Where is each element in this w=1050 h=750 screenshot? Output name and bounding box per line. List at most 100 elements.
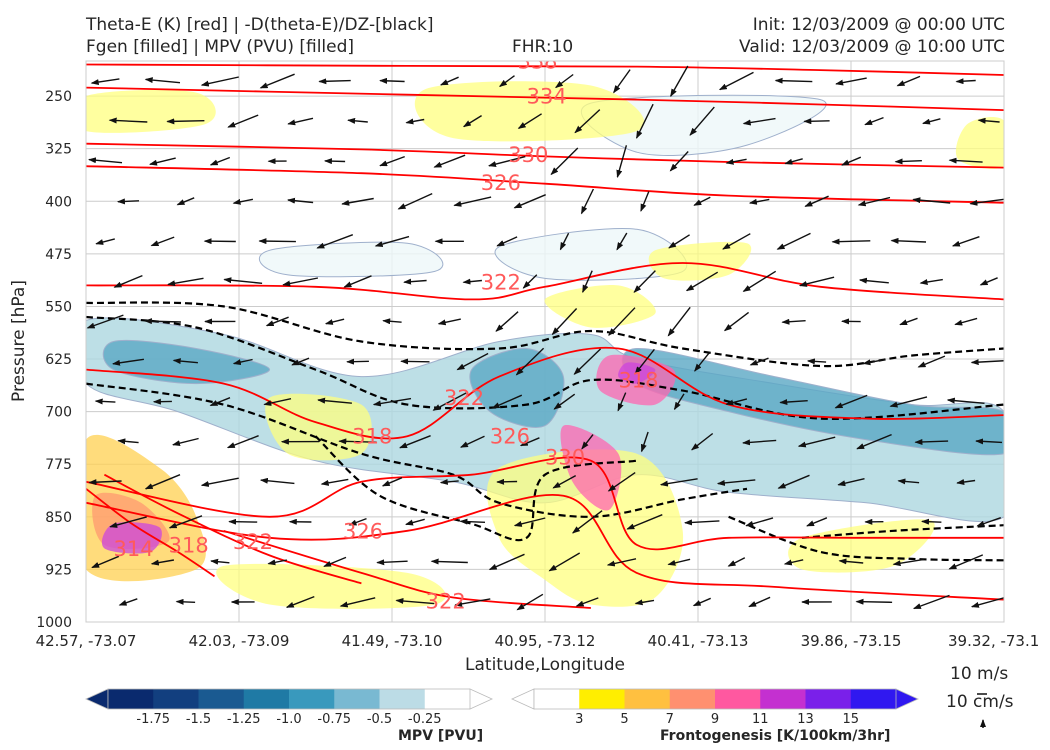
colorbar-tick-label: -1.0 — [276, 712, 302, 727]
wind-arrow — [837, 478, 865, 487]
wind-arrow — [742, 270, 777, 292]
wind-arrow — [862, 358, 886, 366]
wind-arrow — [516, 593, 544, 611]
wind-arrow — [150, 236, 175, 247]
wind-arrow — [856, 433, 892, 450]
wind-arrow — [515, 347, 545, 376]
wind-arrow — [784, 158, 803, 165]
colorbar-swatch — [579, 689, 625, 709]
wind-arrow — [228, 518, 258, 525]
colorbar-tick-label: 7 — [665, 712, 674, 727]
wind-arrow — [955, 78, 976, 85]
wind-arrow — [91, 555, 120, 569]
wind-arrow — [970, 359, 1004, 366]
y-tick-label: 325 — [45, 142, 72, 158]
wind-arrow — [694, 351, 711, 372]
wind-arrow — [722, 233, 751, 250]
wind-arrow — [109, 516, 147, 528]
wind-arrow — [258, 238, 296, 245]
colorbar-tick-label: 5 — [620, 712, 629, 727]
wind-arrow — [379, 77, 405, 84]
y-tick-label: 700 — [45, 405, 72, 421]
colorbar-swatch — [715, 689, 761, 709]
wind-arrow — [210, 558, 230, 565]
colorbar-swatch — [669, 689, 716, 709]
wind-arrow — [921, 518, 942, 525]
theta-e-contour — [86, 456, 1004, 551]
wind-arrow — [381, 477, 403, 487]
contour-label: 318 — [618, 369, 658, 393]
x-tick-label: 39.32, -73.1 — [948, 632, 1039, 650]
wind-arrow — [454, 598, 491, 607]
wind-arrow — [613, 69, 631, 94]
x-tick-label: 41.49, -73.10 — [342, 632, 443, 650]
wind-arrow — [372, 397, 412, 407]
wind-arrow — [727, 557, 746, 567]
init-time: Init: 12/03/2009 @ 00:00 UTC — [752, 15, 1005, 35]
x-axis-label: Latitude,Longitude — [465, 655, 625, 675]
y-tick-label: 550 — [45, 299, 72, 315]
wind-arrow — [668, 234, 690, 249]
colorbar-swatch — [534, 689, 580, 709]
wind-arrow — [897, 478, 920, 485]
wind-arrow — [223, 277, 263, 284]
theta-e-contour — [86, 346, 1004, 440]
wind-arrow — [979, 277, 998, 286]
wind-arrow — [348, 517, 367, 526]
wind-arrow — [496, 478, 518, 485]
wind-arrow — [437, 318, 461, 326]
wind-arrow — [689, 106, 715, 136]
wind-arrow — [607, 472, 636, 492]
wind-arrow — [574, 109, 601, 134]
wind-arrow — [685, 271, 719, 292]
wind-arrow — [551, 308, 578, 336]
wind-arrow — [397, 192, 433, 210]
fgen-region — [216, 563, 446, 609]
wind-arrow — [548, 552, 581, 572]
wind-arrow — [581, 434, 594, 450]
wind-arrow — [783, 559, 804, 566]
wind-arrow — [166, 118, 205, 125]
wind-arrow — [575, 597, 599, 607]
wind-arrow — [975, 438, 1003, 445]
wind-arrow — [491, 394, 523, 409]
wind-arrow — [282, 277, 319, 287]
contour-label: 326 — [490, 425, 530, 449]
wind-arrow — [748, 198, 770, 205]
wind-arrow — [634, 599, 655, 606]
wind-arrow — [954, 317, 978, 326]
forecast-hour: FHR:10 — [512, 37, 574, 57]
wind-arrow — [517, 113, 542, 129]
wind-arrow — [172, 437, 199, 447]
wind-arrow — [118, 598, 138, 606]
wind-arrow — [890, 237, 927, 244]
wind-arrow — [742, 117, 776, 126]
stability-contour — [86, 315, 1004, 420]
wind-arrow — [403, 278, 427, 285]
wind-arrow — [659, 478, 698, 487]
contour-label: 322 — [233, 530, 273, 554]
wind-arrow — [259, 477, 295, 485]
wind-arrow — [95, 238, 115, 245]
colorbar-swatch — [624, 689, 671, 709]
wind-arrow — [841, 156, 862, 166]
wind-arrow — [835, 77, 867, 86]
wind-arrow — [693, 196, 711, 206]
wind-arrow — [200, 76, 239, 87]
wind-arrow — [399, 435, 431, 449]
x-tick-label: 42.57, -73.07 — [36, 632, 137, 650]
wind-vectors — [86, 65, 1004, 611]
wind-arrow — [976, 517, 1002, 527]
colorbar-swatch — [424, 689, 471, 709]
wind-arrow — [742, 439, 777, 446]
wind-arrow — [462, 115, 482, 128]
wind-arrow — [324, 318, 345, 325]
wind-arrow — [432, 392, 467, 411]
stability-contour — [86, 301, 1004, 368]
wind-arrow — [150, 559, 175, 566]
wind-arrow — [88, 157, 123, 164]
wind-arrow — [495, 311, 519, 332]
contour-label: 334 — [527, 85, 567, 109]
wind-arrow — [749, 357, 769, 366]
